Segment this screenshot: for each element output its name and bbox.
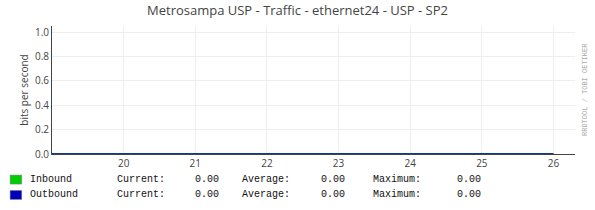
svg-text:0.00: 0.00 <box>321 189 345 200</box>
svg-text:RRDTOOL / TOBI OETIKER: RRDTOOL / TOBI OETIKER <box>581 43 589 136</box>
svg-text:25: 25 <box>476 156 488 170</box>
svg-text:Outbound: Outbound <box>30 189 78 200</box>
svg-text:0.6: 0.6 <box>35 73 49 87</box>
svg-text:Current:: Current: <box>117 174 165 185</box>
svg-text:Average:: Average: <box>242 174 290 185</box>
svg-text:Maximum:: Maximum: <box>373 174 421 185</box>
svg-text:Metrosampa USP - Traffic - eth: Metrosampa USP - Traffic - ethernet24 - … <box>147 1 448 19</box>
svg-text:21: 21 <box>190 156 201 170</box>
svg-text:0.00: 0.00 <box>195 174 219 185</box>
svg-text:Inbound: Inbound <box>30 174 72 185</box>
svg-text:20: 20 <box>118 156 130 170</box>
svg-text:1.0: 1.0 <box>35 25 49 39</box>
svg-text:22: 22 <box>261 156 273 170</box>
svg-text:Average:: Average: <box>242 189 290 200</box>
svg-text:0.8: 0.8 <box>35 49 49 63</box>
svg-text:26: 26 <box>548 156 560 170</box>
svg-text:bits per second: bits per second <box>17 54 31 125</box>
svg-text:0.0: 0.0 <box>35 147 49 161</box>
svg-text:23: 23 <box>333 156 345 170</box>
svg-text:0.00: 0.00 <box>195 189 219 200</box>
svg-text:0.00: 0.00 <box>321 174 345 185</box>
svg-text:0.00: 0.00 <box>457 189 481 200</box>
svg-text:Maximum:: Maximum: <box>373 189 421 200</box>
svg-text:24: 24 <box>405 156 417 170</box>
svg-text:0.2: 0.2 <box>35 122 49 136</box>
svg-text:0.00: 0.00 <box>457 174 481 185</box>
svg-text:0.4: 0.4 <box>35 98 49 112</box>
svg-text:Current:: Current: <box>117 189 165 200</box>
